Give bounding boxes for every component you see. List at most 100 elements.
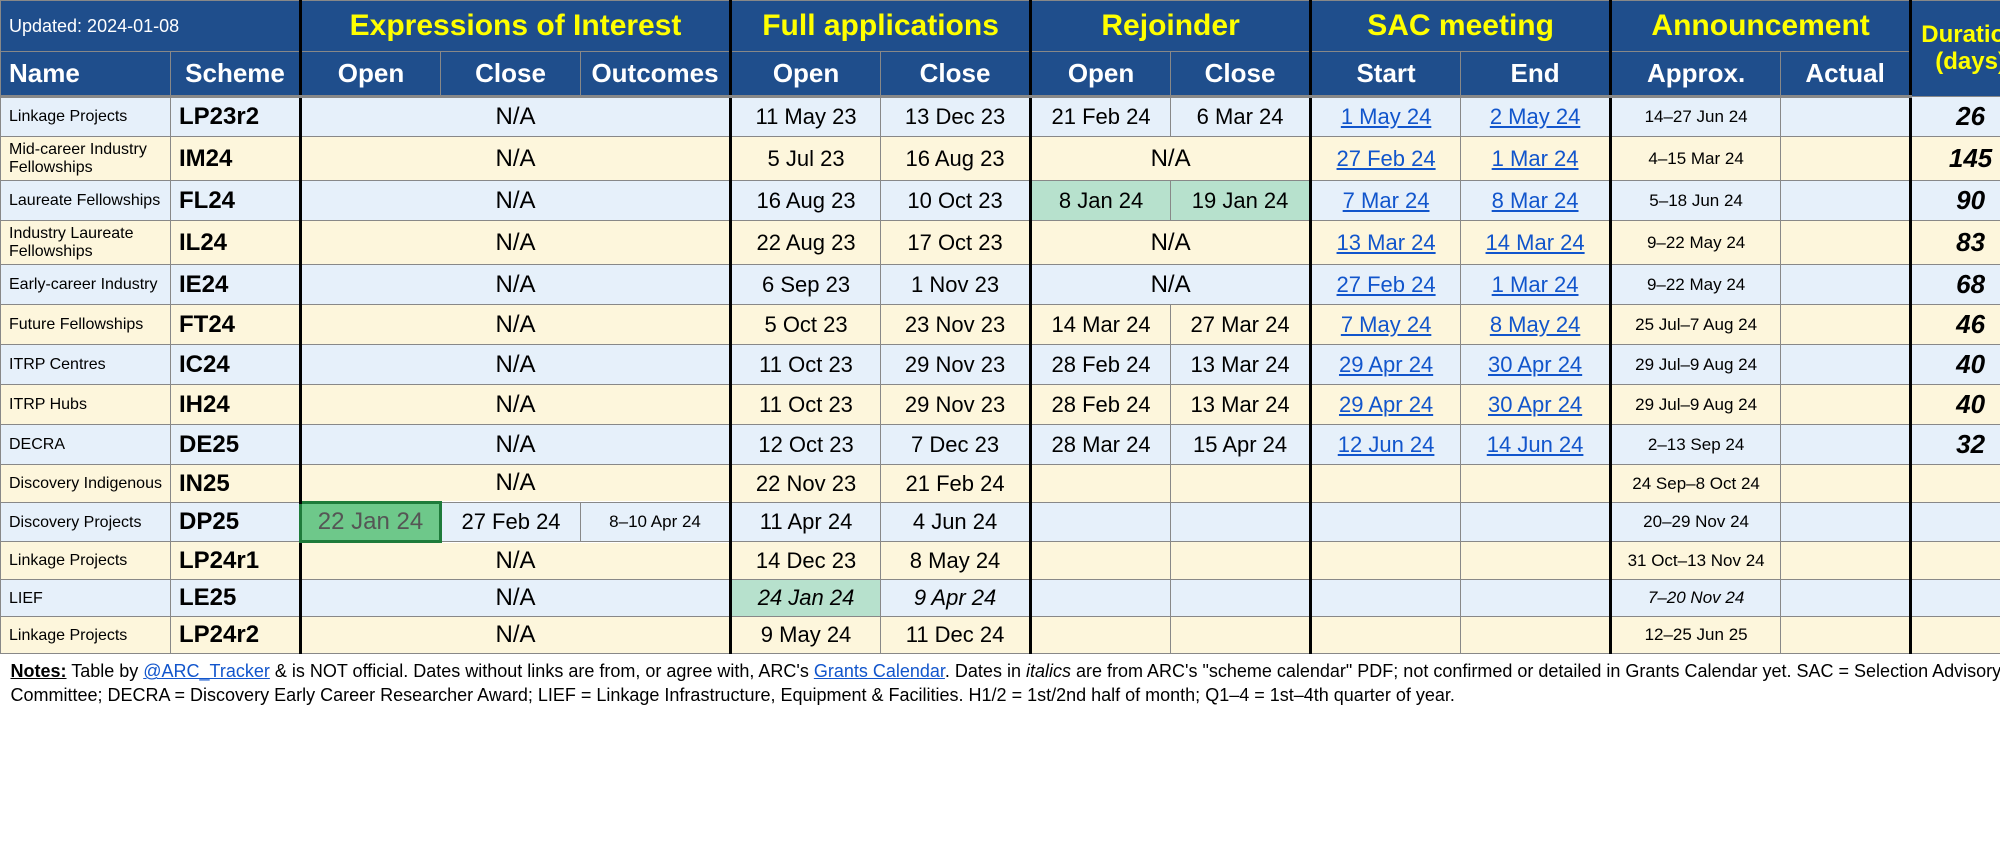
sac-start[interactable]: 29 Apr 24 bbox=[1311, 385, 1461, 425]
sac-start bbox=[1311, 617, 1461, 654]
sac-start[interactable]: 27 Feb 24 bbox=[1311, 265, 1461, 305]
sac-start[interactable]: 13 Mar 24 bbox=[1311, 221, 1461, 265]
full-close: 29 Nov 23 bbox=[881, 345, 1031, 385]
eoi-na: N/A bbox=[301, 137, 731, 181]
hdr-group-sac: SAC meeting bbox=[1311, 1, 1611, 52]
table-row: Future FellowshipsFT24N/A5 Oct 2323 Nov … bbox=[1, 305, 2000, 345]
date-link[interactable]: 27 Feb 24 bbox=[1337, 272, 1436, 297]
ann-actual bbox=[1781, 617, 1911, 654]
name-cell: Linkage Projects bbox=[1, 542, 171, 580]
updated-label: Updated: 2024-01-08 bbox=[1, 1, 301, 52]
duration bbox=[1911, 542, 2000, 580]
sac-start[interactable]: 27 Feb 24 bbox=[1311, 137, 1461, 181]
ann-approx: 25 Jul–7 Aug 24 bbox=[1611, 305, 1781, 345]
table-row: ITRP HubsIH24N/A11 Oct 2329 Nov 2328 Feb… bbox=[1, 385, 2000, 425]
sac-start[interactable]: 12 Jun 24 bbox=[1311, 425, 1461, 465]
duration: 68 bbox=[1911, 265, 2000, 305]
date-link[interactable]: 2 May 24 bbox=[1490, 104, 1581, 129]
rej-close: 19 Jan 24 bbox=[1171, 181, 1311, 221]
ann-approx: 4–15 Mar 24 bbox=[1611, 137, 1781, 181]
sac-end[interactable]: 2 May 24 bbox=[1461, 97, 1611, 137]
ann-approx: 14–27 Jun 24 bbox=[1611, 97, 1781, 137]
sac-end bbox=[1461, 465, 1611, 503]
sac-start[interactable]: 1 May 24 bbox=[1311, 97, 1461, 137]
sac-end[interactable]: 8 May 24 bbox=[1461, 305, 1611, 345]
ann-approx: 29 Jul–9 Aug 24 bbox=[1611, 345, 1781, 385]
rej-na: N/A bbox=[1031, 221, 1311, 265]
sac-end[interactable]: 30 Apr 24 bbox=[1461, 345, 1611, 385]
hdr-ann-actual: Actual bbox=[1781, 52, 1911, 97]
date-link[interactable]: 8 May 24 bbox=[1490, 312, 1581, 337]
eoi-na: N/A bbox=[301, 385, 731, 425]
hdr-ann-approx: Approx. bbox=[1611, 52, 1781, 97]
date-link[interactable]: 27 Feb 24 bbox=[1337, 146, 1436, 171]
sac-start[interactable]: 29 Apr 24 bbox=[1311, 345, 1461, 385]
sac-start[interactable]: 7 May 24 bbox=[1311, 305, 1461, 345]
table-row: Linkage ProjectsLP24r1N/A14 Dec 238 May … bbox=[1, 542, 2000, 580]
full-open: 6 Sep 23 bbox=[731, 265, 881, 305]
full-close: 29 Nov 23 bbox=[881, 385, 1031, 425]
sac-start bbox=[1311, 503, 1461, 542]
full-open: 5 Oct 23 bbox=[731, 305, 881, 345]
date-link[interactable]: 30 Apr 24 bbox=[1488, 392, 1582, 417]
date-link[interactable]: 7 May 24 bbox=[1341, 312, 1432, 337]
scheme-cell: LP23r2 bbox=[171, 97, 301, 137]
tracker-link[interactable]: @ARC_Tracker bbox=[143, 661, 270, 681]
hdr-group-rej: Rejoinder bbox=[1031, 1, 1311, 52]
eoi-na: N/A bbox=[301, 542, 731, 580]
eoi-na: N/A bbox=[301, 580, 731, 617]
ann-actual bbox=[1781, 265, 1911, 305]
sac-end[interactable]: 1 Mar 24 bbox=[1461, 137, 1611, 181]
hdr-full-close: Close bbox=[881, 52, 1031, 97]
rej-na: N/A bbox=[1031, 265, 1311, 305]
date-link[interactable]: 29 Apr 24 bbox=[1339, 352, 1433, 377]
date-link[interactable]: 1 May 24 bbox=[1341, 104, 1432, 129]
date-link[interactable]: 13 Mar 24 bbox=[1337, 230, 1436, 255]
rej-open: 8 Jan 24 bbox=[1031, 181, 1171, 221]
sac-start[interactable]: 7 Mar 24 bbox=[1311, 181, 1461, 221]
full-open: 11 May 23 bbox=[731, 97, 881, 137]
table-row: Early-career IndustryIE24N/A6 Sep 231 No… bbox=[1, 265, 2000, 305]
date-link[interactable]: 8 Mar 24 bbox=[1492, 188, 1579, 213]
sac-end[interactable]: 30 Apr 24 bbox=[1461, 385, 1611, 425]
date-link[interactable]: 12 Jun 24 bbox=[1338, 432, 1435, 457]
ann-approx: 12–25 Jun 25 bbox=[1611, 617, 1781, 654]
eoi-na: N/A bbox=[301, 465, 731, 503]
name-cell: Mid-career Industry Fellowships bbox=[1, 137, 171, 181]
eoi-na: N/A bbox=[301, 221, 731, 265]
date-link[interactable]: 1 Mar 24 bbox=[1492, 272, 1579, 297]
name-cell: Discovery Projects bbox=[1, 503, 171, 542]
sac-end[interactable]: 1 Mar 24 bbox=[1461, 265, 1611, 305]
name-cell: DECRA bbox=[1, 425, 171, 465]
date-link[interactable]: 14 Jun 24 bbox=[1487, 432, 1584, 457]
sac-end[interactable]: 14 Jun 24 bbox=[1461, 425, 1611, 465]
eoi-close: 27 Feb 24 bbox=[441, 503, 581, 542]
table-row: LIEFLE25N/A24 Jan 249 Apr 247–20 Nov 24 bbox=[1, 580, 2000, 617]
sac-end bbox=[1461, 617, 1611, 654]
table-row: Discovery ProjectsDP2522 Jan 2427 Feb 24… bbox=[1, 503, 2000, 542]
table-row: DECRADE25N/A12 Oct 237 Dec 2328 Mar 2415… bbox=[1, 425, 2000, 465]
ann-actual bbox=[1781, 425, 1911, 465]
grants-calendar-link[interactable]: Grants Calendar bbox=[814, 661, 945, 681]
date-link[interactable]: 30 Apr 24 bbox=[1488, 352, 1582, 377]
hdr-eoi-open: Open bbox=[301, 52, 441, 97]
scheme-cell: LP24r1 bbox=[171, 542, 301, 580]
full-open: 22 Aug 23 bbox=[731, 221, 881, 265]
sac-end[interactable]: 14 Mar 24 bbox=[1461, 221, 1611, 265]
date-link[interactable]: 29 Apr 24 bbox=[1339, 392, 1433, 417]
eoi-na: N/A bbox=[301, 617, 731, 654]
notes-label: Notes: bbox=[11, 661, 67, 681]
sac-end[interactable]: 8 Mar 24 bbox=[1461, 181, 1611, 221]
scheme-cell: DE25 bbox=[171, 425, 301, 465]
date-link[interactable]: 7 Mar 24 bbox=[1343, 188, 1430, 213]
ann-approx: 9–22 May 24 bbox=[1611, 221, 1781, 265]
full-open: 22 Nov 23 bbox=[731, 465, 881, 503]
rej-close: 6 Mar 24 bbox=[1171, 97, 1311, 137]
date-link[interactable]: 1 Mar 24 bbox=[1492, 146, 1579, 171]
ann-actual bbox=[1781, 221, 1911, 265]
scheme-cell: FT24 bbox=[171, 305, 301, 345]
date-link[interactable]: 14 Mar 24 bbox=[1486, 230, 1585, 255]
ann-approx: 20–29 Nov 24 bbox=[1611, 503, 1781, 542]
name-cell: Laureate Fellowships bbox=[1, 181, 171, 221]
hdr-scheme: Scheme bbox=[171, 52, 301, 97]
